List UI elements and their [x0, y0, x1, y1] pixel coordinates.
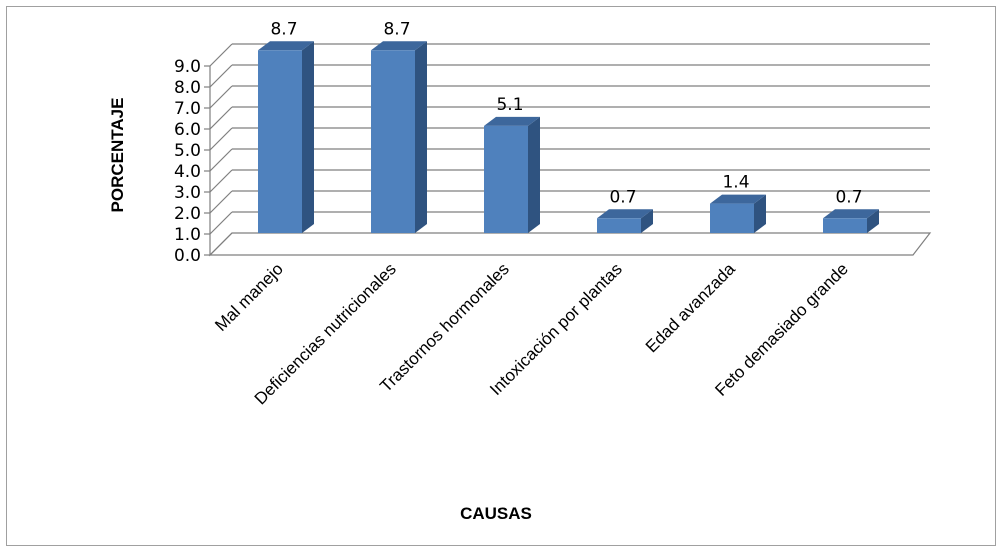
bar-front — [597, 218, 641, 233]
bar-front — [258, 50, 302, 233]
bar-top — [823, 209, 879, 219]
bars — [258, 41, 879, 233]
data-label: 8.7 — [270, 19, 297, 39]
bar-front — [823, 218, 867, 233]
data-label: 5.1 — [496, 95, 523, 115]
bar-top — [484, 116, 540, 126]
y-tick-label: 3.0 — [174, 183, 201, 203]
y-axis-label: PORCENTAJE — [108, 98, 127, 213]
category-label: Trastornos hormonales — [376, 259, 513, 396]
y-tick-label: 1.0 — [174, 225, 201, 245]
gridline-side — [209, 169, 233, 193]
gridline-side — [209, 148, 233, 172]
bar-side — [641, 209, 653, 233]
data-label: 8.7 — [383, 19, 410, 39]
chart-frame — [6, 6, 996, 546]
category-label: Intoxicación por plantas — [486, 259, 626, 399]
bar-front — [484, 125, 528, 233]
y-tick-label: 2.0 — [174, 204, 201, 224]
data-labels: 8.7 8.7 5.1 0.7 1.4 0.7 — [270, 19, 862, 207]
bar-top — [710, 194, 766, 204]
y-tick-label: 9.0 — [174, 57, 201, 77]
bar-front — [710, 203, 754, 233]
bar-top — [371, 41, 427, 51]
gridlines — [204, 43, 930, 256]
bar-side — [302, 41, 314, 233]
bar-side — [754, 194, 766, 233]
y-tick-label: 6.0 — [174, 120, 201, 140]
bar-2 — [371, 41, 427, 233]
data-label: 0.7 — [835, 187, 862, 207]
x-axis-label: CAUSAS — [460, 504, 532, 523]
bar-front — [371, 50, 415, 233]
y-tick-label: 8.0 — [174, 78, 201, 98]
floor — [208, 232, 932, 256]
category-label: Mal manejo — [211, 259, 287, 335]
bar-side — [528, 116, 540, 233]
category-label: Edad avanzada — [642, 259, 739, 356]
bar-4 — [597, 209, 653, 233]
gridline-side — [209, 64, 233, 88]
gridline-side — [209, 190, 233, 214]
gridline-side — [209, 43, 233, 67]
bar-1 — [258, 41, 314, 233]
bar-side — [415, 41, 427, 233]
gridline-side — [209, 211, 233, 235]
gridline-side — [209, 106, 233, 130]
bar-3 — [484, 116, 540, 233]
data-label: 0.7 — [609, 187, 636, 207]
bar-side — [867, 209, 879, 233]
y-tick-label: 7.0 — [174, 99, 201, 119]
chart-walls — [208, 66, 932, 257]
gridline-side — [209, 85, 233, 109]
y-tick-label: 5.0 — [174, 141, 201, 161]
bar-top — [597, 209, 653, 219]
y-tick-labels: 0.01.02.03.04.05.06.07.08.09.0 — [174, 57, 201, 266]
category-label: Feto demasiado grande — [711, 259, 851, 399]
data-label: 1.4 — [722, 173, 749, 193]
y-tick-label: 0.0 — [174, 246, 201, 266]
bar-6 — [823, 209, 879, 233]
bar-5 — [710, 194, 766, 233]
bar-top — [258, 41, 314, 51]
gridline-side — [209, 127, 233, 151]
y-tick-label: 4.0 — [174, 162, 201, 182]
